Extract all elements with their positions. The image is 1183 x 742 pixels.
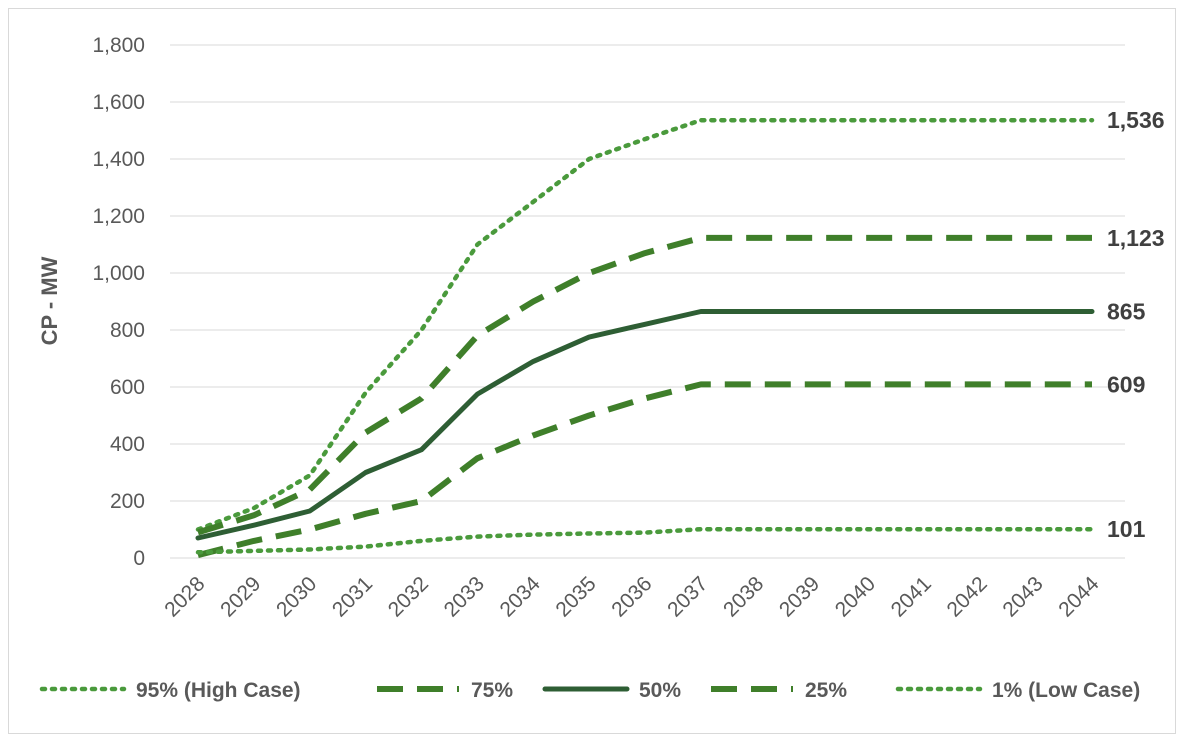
x-tick-label: 2038 xyxy=(719,572,768,621)
chart-area xyxy=(8,8,1176,734)
x-tick-label: 2029 xyxy=(216,572,265,621)
y-axis-title: CP - MW xyxy=(37,256,62,345)
legend-label: 95% (High Case) xyxy=(136,679,301,702)
x-tick-label: 2044 xyxy=(1054,572,1104,622)
x-tick-label: 2032 xyxy=(384,572,433,621)
x-tick-label: 2028 xyxy=(160,572,209,621)
legend-label: 75% xyxy=(471,679,513,702)
gridlines xyxy=(170,44,1125,559)
series-line-2 xyxy=(195,309,1095,541)
x-axis-ticks: 2028 2029 2030 2031 2032 2033 2034 2035 2036 2037… xyxy=(160,572,1104,622)
y-tick-label: 1,400 xyxy=(92,148,145,171)
end-value-label: 101 xyxy=(1107,516,1146,542)
series-line-4 xyxy=(195,526,1095,555)
legend: 95% (High Case) 75% 50% 25% 1% (Low Case) xyxy=(39,679,1140,702)
x-tick-label: 2035 xyxy=(551,572,600,621)
end-value-label: 1,123 xyxy=(1107,225,1165,251)
x-tick-label: 2033 xyxy=(440,572,489,621)
x-tick-label: 2036 xyxy=(607,572,656,621)
series-line-1 xyxy=(197,234,1092,536)
y-tick-label: 200 xyxy=(110,490,145,513)
y-tick-label: 800 xyxy=(110,319,145,342)
x-tick-label: 2041 xyxy=(887,572,936,621)
y-axis-ticks: 0 200 400 600 800 1,000 1,200 1,400 1,600 1,800 xyxy=(92,34,145,570)
legend-label: 50% xyxy=(639,679,681,702)
x-tick-label: 2042 xyxy=(942,572,991,621)
series-line-0 xyxy=(195,117,1095,532)
y-tick-label: 0 xyxy=(133,547,145,570)
x-tick-label: 2039 xyxy=(775,572,824,621)
legend-label: 25% xyxy=(805,679,847,702)
end-value-label: 865 xyxy=(1107,298,1146,324)
y-tick-label: 1,000 xyxy=(92,262,145,285)
x-tick-label: 2031 xyxy=(328,572,377,621)
series-lines xyxy=(195,117,1095,559)
x-tick-label: 2030 xyxy=(272,572,321,621)
x-tick-label: 2043 xyxy=(998,572,1047,621)
x-tick-label: 2034 xyxy=(495,572,545,622)
end-value-label: 609 xyxy=(1107,371,1145,397)
legend-label: 1% (Low Case) xyxy=(992,679,1140,702)
y-tick-label: 1,800 xyxy=(92,34,145,57)
x-tick-label: 2040 xyxy=(831,572,880,621)
end-value-label: 1,536 xyxy=(1107,107,1165,133)
series-line-3 xyxy=(197,381,1092,559)
y-tick-label: 1,600 xyxy=(92,91,145,114)
y-tick-label: 1,200 xyxy=(92,205,145,228)
y-tick-label: 400 xyxy=(110,433,145,456)
end-value-labels: 1,536 1,123 865 609 101 xyxy=(1107,107,1165,542)
y-tick-label: 600 xyxy=(110,376,145,399)
x-tick-label: 2037 xyxy=(663,572,712,621)
